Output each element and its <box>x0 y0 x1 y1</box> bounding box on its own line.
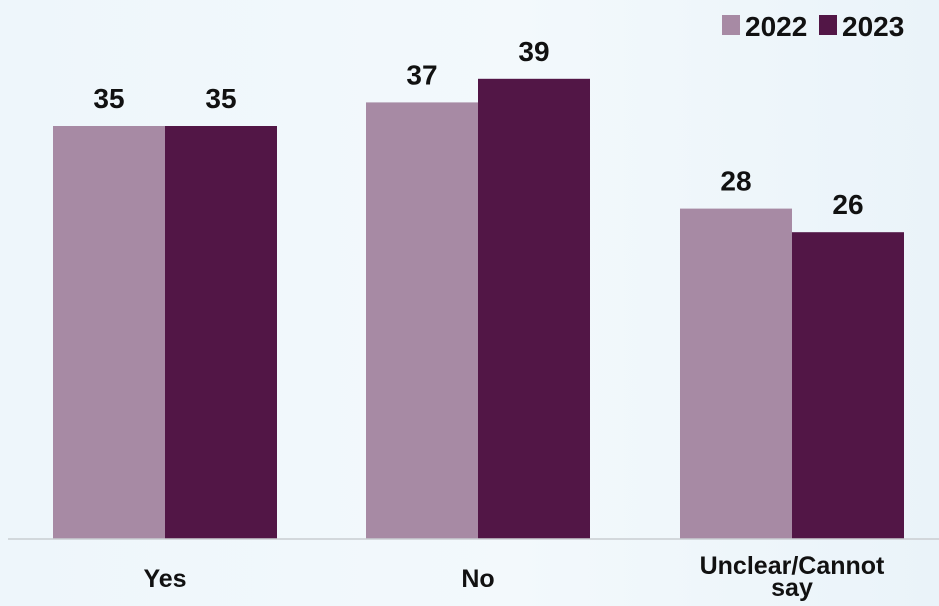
value-label-unclear-cannot-say-2022: 28 <box>720 166 751 197</box>
legend-swatch-2023 <box>819 15 837 35</box>
bar-unclear-cannot-say-2022 <box>680 208 792 539</box>
value-labels-layer: 35 35 37 39 28 26 <box>93 36 863 220</box>
value-label-no-2023: 39 <box>518 36 549 67</box>
value-label-yes-2023: 35 <box>205 83 236 114</box>
value-label-no-2022: 37 <box>406 59 437 90</box>
legend-label-2022: 2022 <box>745 11 807 42</box>
bar-no-2022 <box>366 102 478 540</box>
category-label-line: Unclear/Cannot <box>700 552 885 580</box>
category-labels-layer: Yes No Unclear/Cannot say <box>143 552 885 602</box>
category-label-unclear-cannot-say: Unclear/Cannot say <box>700 552 885 602</box>
category-label-yes: Yes <box>143 565 186 593</box>
category-label-line: say <box>771 574 813 602</box>
bar-no-2023 <box>478 78 590 540</box>
category-label-line: Yes <box>143 565 186 593</box>
category-label-no: No <box>461 565 494 593</box>
value-label-unclear-cannot-say-2023: 26 <box>832 189 863 220</box>
legend-label-2023: 2023 <box>842 11 904 42</box>
category-label-line: No <box>461 565 494 593</box>
legend-swatch-2022 <box>722 15 740 35</box>
legend: 2022 2023 <box>722 11 904 42</box>
value-label-yes-2022: 35 <box>93 83 124 114</box>
bar-unclear-cannot-say-2023 <box>792 232 904 539</box>
bars-layer <box>53 78 904 540</box>
bar-yes-2023 <box>165 126 277 539</box>
bar-yes-2022 <box>53 126 165 539</box>
